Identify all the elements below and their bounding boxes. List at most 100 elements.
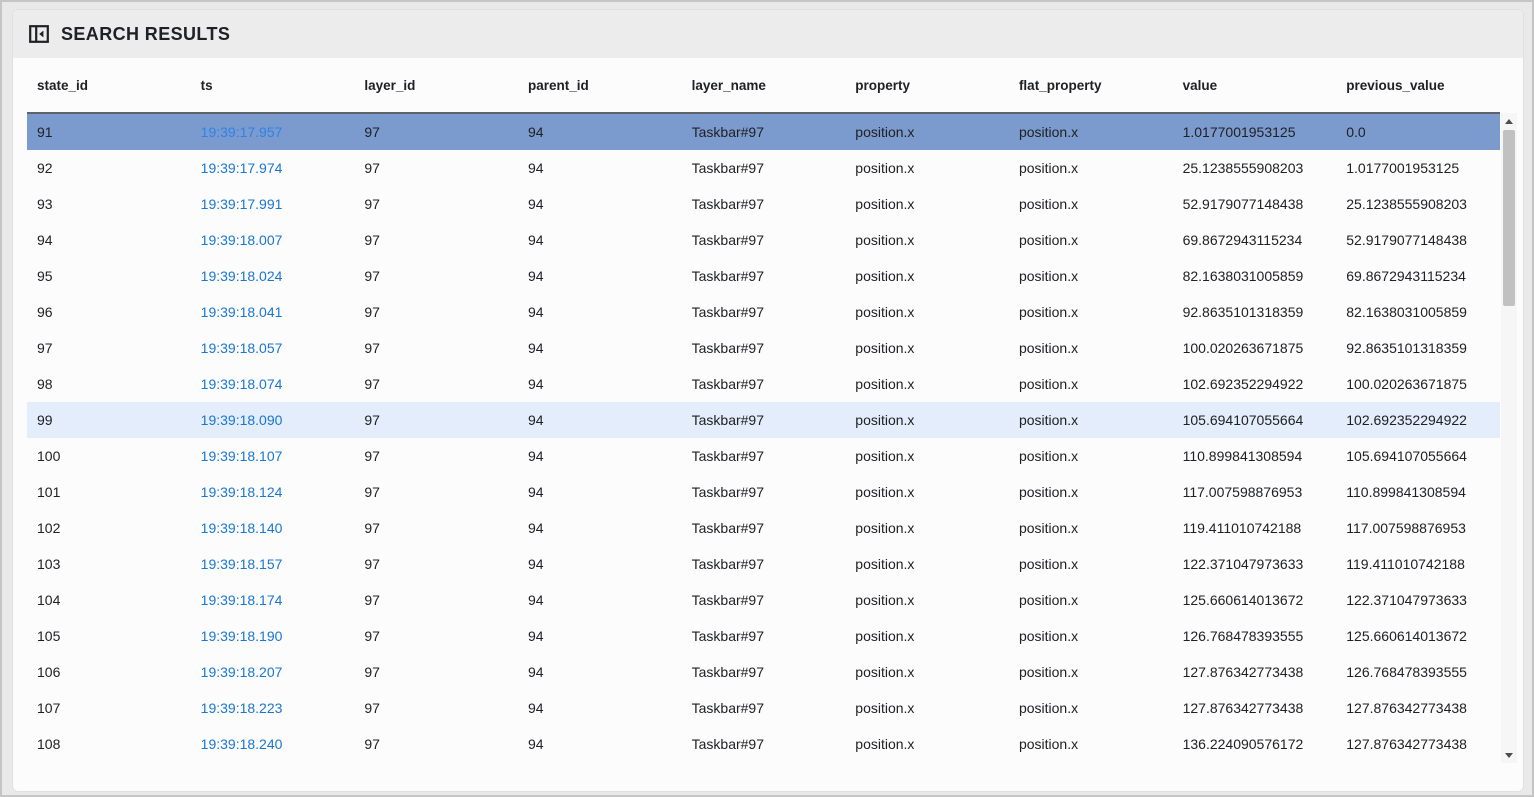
cell-value: 105.694107055664: [1182, 412, 1304, 428]
cell-previous_value: 52.9179077148438: [1346, 232, 1467, 248]
table-row[interactable]: 92 19:39:17.974 97 94 Taskbar#97 position.x po…: [27, 150, 1500, 186]
column-header-value[interactable]: value: [1172, 58, 1337, 114]
cell-layer_name: Taskbar#97: [691, 556, 765, 572]
ts-link[interactable]: 19:39:18.174: [200, 592, 283, 608]
ts-link[interactable]: 19:39:18.124: [200, 484, 283, 500]
table-row[interactable]: 107 19:39:18.223 97 94 Taskbar#97 position.x p…: [27, 690, 1500, 726]
cell-ts: 19:39:18.207: [191, 654, 355, 690]
cell-ts: 19:39:18.140: [191, 510, 355, 546]
ts-link[interactable]: 19:39:18.190: [200, 628, 283, 644]
ts-link[interactable]: 19:39:18.041: [200, 304, 283, 320]
cell-state_id: 98: [37, 376, 53, 392]
cell-value: 126.768478393555: [1182, 628, 1304, 644]
ts-link[interactable]: 19:39:17.991: [200, 196, 283, 212]
column-header-ts[interactable]: ts: [190, 58, 355, 114]
scrollbar-thumb[interactable]: [1503, 130, 1515, 306]
cell-property: position.x: [855, 124, 915, 140]
ts-link[interactable]: 19:39:18.090: [200, 412, 283, 428]
cell-parent_id: 94: [527, 232, 544, 248]
column-header-layer_id[interactable]: layer_id: [354, 58, 518, 114]
ts-link[interactable]: 19:39:18.074: [200, 376, 283, 392]
cell-layer_name: Taskbar#97: [691, 376, 765, 392]
cell-previous_value: 122.371047973633: [1346, 592, 1467, 608]
cell-state_id: 92: [37, 160, 53, 176]
ts-link[interactable]: 19:39:18.107: [200, 448, 283, 464]
cell-ts: 19:39:17.957: [191, 113, 355, 150]
table-row[interactable]: 94 19:39:18.007 97 94 Taskbar#97 position.x po…: [27, 222, 1500, 258]
table-row[interactable]: 98 19:39:18.074 97 94 Taskbar#97 position.x po…: [27, 366, 1500, 402]
table-row[interactable]: 100 19:39:18.107 97 94 Taskbar#97 position.x p…: [27, 438, 1500, 474]
cell-flat_property: position.x: [1018, 556, 1079, 572]
table-row[interactable]: 104 19:39:18.174 97 94 Taskbar#97 position.x p…: [27, 582, 1500, 618]
ts-link[interactable]: 19:39:18.057: [200, 340, 283, 356]
cell-parent_id: 94: [527, 304, 544, 320]
cell-state_id: 91: [37, 124, 53, 140]
scrollbar-up-button[interactable]: [1501, 113, 1517, 129]
table-row[interactable]: 108 19:39:18.240 97 94 Taskbar#97 position.x p…: [27, 726, 1500, 762]
vertical-scrollbar[interactable]: [1501, 113, 1517, 763]
cell-layer_name: Taskbar#97: [691, 268, 765, 284]
cell-ts: 19:39:18.124: [191, 474, 355, 510]
cell-parent_id: 94: [527, 628, 544, 644]
cell-layer_id: 97: [364, 556, 380, 572]
cell-layer_id: 97: [364, 664, 380, 680]
ts-link[interactable]: 19:39:18.157: [200, 556, 283, 572]
cell-previous_value: 126.768478393555: [1346, 664, 1467, 680]
table-body: 91 19:39:17.957 97 94 Taskbar#97 position.x po…: [27, 113, 1500, 762]
cell-ts: 19:39:18.174: [191, 582, 355, 618]
table-row[interactable]: 96 19:39:18.041 97 94 Taskbar#97 position.x po…: [27, 294, 1500, 330]
column-header-state_id[interactable]: state_id: [27, 58, 191, 114]
ts-link[interactable]: 19:39:17.974: [200, 160, 283, 176]
cell-state_id: 108: [37, 736, 61, 752]
table-row[interactable]: 99 19:39:18.090 97 94 Taskbar#97 position.x po…: [27, 402, 1500, 438]
cell-value: 127.876342773438: [1182, 700, 1304, 716]
cell-parent_id: 94: [527, 340, 544, 356]
cell-state_id: 100: [37, 448, 61, 464]
cell-flat_property: position.x: [1018, 196, 1079, 212]
table-row[interactable]: 97 19:39:18.057 97 94 Taskbar#97 position.x po…: [27, 330, 1500, 366]
cell-previous_value: 102.692352294922: [1346, 412, 1467, 428]
cell-value: 102.692352294922: [1182, 376, 1304, 392]
ts-link[interactable]: 19:39:18.024: [200, 268, 283, 284]
cell-ts: 19:39:18.107: [191, 438, 355, 474]
scrollbar-down-button[interactable]: [1501, 747, 1517, 763]
table-row[interactable]: 101 19:39:18.124 97 94 Taskbar#97 position.x p…: [27, 474, 1500, 510]
table-row[interactable]: 103 19:39:18.157 97 94 Taskbar#97 position.x p…: [27, 546, 1500, 582]
cell-layer_id: 97: [364, 520, 380, 536]
cell-state_id: 99: [37, 412, 53, 428]
table-row[interactable]: 106 19:39:18.207 97 94 Taskbar#97 position.x p…: [27, 654, 1500, 690]
column-header-previous_value[interactable]: previous_value: [1336, 58, 1500, 114]
cell-property: position.x: [855, 556, 915, 572]
cell-ts: 19:39:18.223: [191, 690, 355, 726]
cell-value: 92.8635101318359: [1182, 304, 1304, 320]
table-row[interactable]: 93 19:39:17.991 97 94 Taskbar#97 position.x po…: [27, 186, 1500, 222]
cell-previous_value: 0.0: [1346, 124, 1366, 140]
column-header-property[interactable]: property: [845, 58, 1009, 114]
table-row[interactable]: 95 19:39:18.024 97 94 Taskbar#97 position.x po…: [27, 258, 1500, 294]
cell-parent_id: 94: [527, 196, 544, 212]
table-row[interactable]: 105 19:39:18.190 97 94 Taskbar#97 position.x p…: [27, 618, 1500, 654]
cell-layer_name: Taskbar#97: [691, 412, 765, 428]
cell-state_id: 96: [37, 304, 53, 320]
column-header-flat_property[interactable]: flat_property: [1008, 58, 1173, 114]
cell-layer_name: Taskbar#97: [691, 340, 765, 356]
cell-value: 100.020263671875: [1182, 340, 1304, 356]
table-row[interactable]: 91 19:39:17.957 97 94 Taskbar#97 position.x po…: [27, 113, 1500, 150]
table-row[interactable]: 102 19:39:18.140 97 94 Taskbar#97 position.x p…: [27, 510, 1500, 546]
column-header-layer_name[interactable]: layer_name: [681, 58, 846, 114]
ts-link[interactable]: 19:39:18.007: [200, 232, 283, 248]
cell-state_id: 107: [37, 700, 61, 716]
cell-ts: 19:39:18.074: [191, 366, 355, 402]
ts-link[interactable]: 19:39:18.223: [200, 700, 283, 716]
ts-link[interactable]: 19:39:18.140: [200, 520, 283, 536]
ts-link[interactable]: 19:39:18.240: [200, 736, 283, 752]
cell-property: position.x: [855, 448, 915, 464]
cell-layer_name: Taskbar#97: [691, 448, 765, 464]
cell-previous_value: 82.1638031005859: [1346, 304, 1467, 320]
ts-link[interactable]: 19:39:18.207: [200, 664, 283, 680]
column-header-parent_id[interactable]: parent_id: [517, 58, 682, 114]
cell-property: position.x: [855, 160, 915, 176]
cell-state_id: 104: [37, 592, 61, 608]
cell-flat_property: position.x: [1018, 340, 1079, 356]
ts-link[interactable]: 19:39:17.957: [200, 124, 283, 140]
